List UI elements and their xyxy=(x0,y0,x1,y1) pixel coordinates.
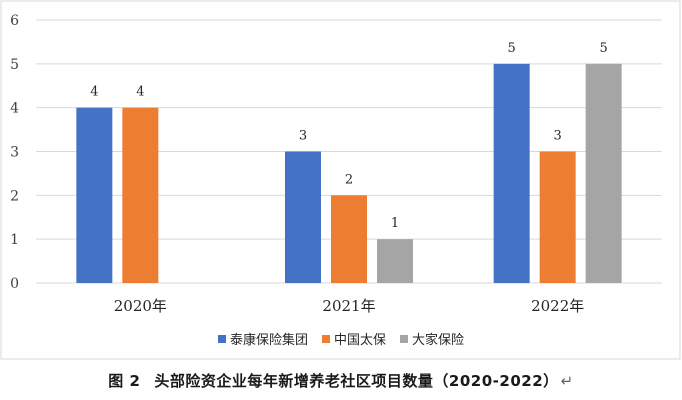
y-tick-label: 6 xyxy=(10,13,19,29)
x-tick-label: 2020年 xyxy=(114,297,167,315)
bar xyxy=(285,151,321,283)
y-tick-label: 4 xyxy=(10,101,19,117)
x-tick-label: 2022年 xyxy=(531,297,584,315)
figure-caption: 图 2 头部险资企业每年新增养老社区项目数量（2020-2022） ↵ xyxy=(0,370,682,391)
y-tick-label: 0 xyxy=(10,276,19,292)
legend-label: 大家保险 xyxy=(412,332,464,348)
y-tick-label: 3 xyxy=(10,145,19,161)
legend-swatch xyxy=(218,335,226,343)
legend-label: 泰康保险集团 xyxy=(230,332,308,348)
data-label: 1 xyxy=(391,216,399,231)
legend-swatch xyxy=(322,335,330,343)
bar xyxy=(493,63,530,284)
bars xyxy=(76,63,622,284)
legend: 泰康保险集团 中国太保 大家保险 xyxy=(218,332,464,348)
caption-number: 图 2 xyxy=(108,372,141,390)
bar xyxy=(377,239,413,283)
y-tick-label: 2 xyxy=(10,188,19,204)
bar xyxy=(122,107,159,284)
data-label: 2 xyxy=(345,172,353,187)
legend-swatch xyxy=(400,335,408,343)
data-label: 3 xyxy=(299,129,307,144)
legend-label: 中国太保 xyxy=(334,333,386,348)
return-mark: ↵ xyxy=(560,372,574,390)
bar-chart: 0 1 2 3 4 5 6 4 4 3 2 1 5 3 5 2020年 2021年 2022年 泰康保险集团 中… xyxy=(0,0,681,360)
y-axis-ticks: 0 1 2 3 4 5 6 xyxy=(10,13,19,292)
caption-text: 头部险资企业每年新增养老社区项目数量（2020-2022） xyxy=(154,372,559,390)
x-tick-label: 2021年 xyxy=(322,297,375,315)
bar xyxy=(331,195,367,283)
data-label: 4 xyxy=(136,85,144,100)
data-labels: 4 4 3 2 1 5 3 5 xyxy=(90,41,608,231)
y-tick-label: 1 xyxy=(10,232,19,248)
data-label: 5 xyxy=(600,41,608,56)
data-label: 3 xyxy=(554,129,562,144)
bar xyxy=(76,107,113,284)
data-label: 4 xyxy=(90,85,98,100)
bar xyxy=(539,151,576,283)
data-label: 5 xyxy=(508,41,516,56)
x-axis-ticks: 2020年 2021年 2022年 xyxy=(114,297,585,315)
bar xyxy=(585,63,622,284)
y-tick-label: 5 xyxy=(10,57,19,73)
